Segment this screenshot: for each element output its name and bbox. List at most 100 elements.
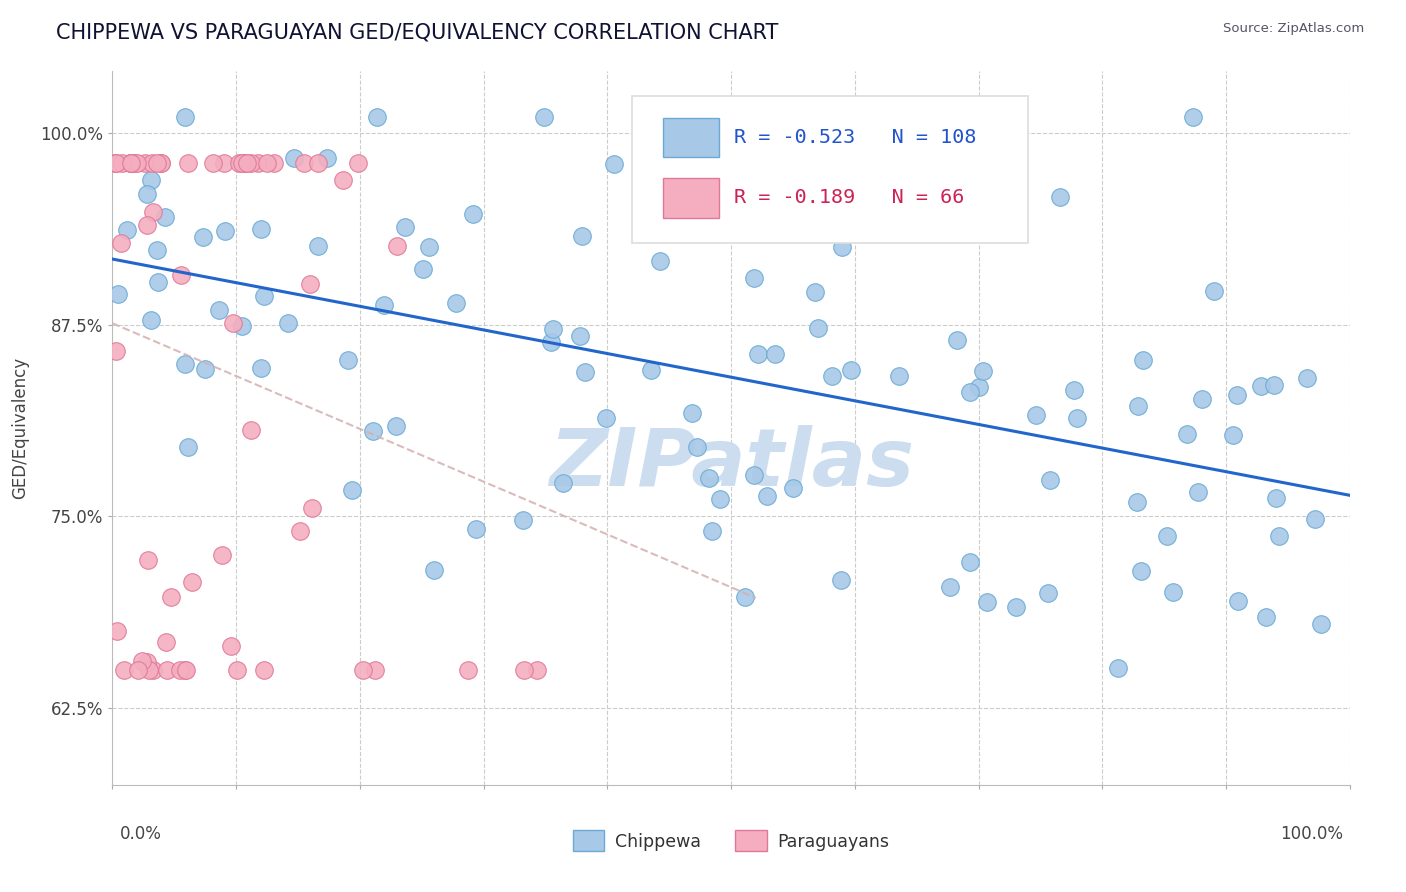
Point bbox=[292, 156, 315, 170]
Point bbox=[385, 239, 408, 253]
Point bbox=[461, 207, 484, 221]
Point bbox=[235, 156, 257, 170]
Point bbox=[742, 270, 765, 285]
Point bbox=[160, 590, 183, 604]
Point bbox=[212, 156, 235, 170]
Point bbox=[138, 663, 160, 677]
Point bbox=[134, 156, 156, 170]
Point bbox=[1226, 594, 1249, 608]
Point bbox=[1222, 428, 1244, 442]
Point bbox=[385, 418, 408, 433]
Point bbox=[464, 523, 486, 537]
Point bbox=[1310, 616, 1333, 631]
FancyBboxPatch shape bbox=[633, 96, 1028, 243]
Point bbox=[155, 635, 177, 649]
Point bbox=[236, 156, 259, 170]
Point bbox=[412, 262, 434, 277]
Point bbox=[533, 111, 555, 125]
Point bbox=[142, 663, 165, 677]
Point bbox=[1063, 383, 1085, 397]
Point bbox=[153, 210, 176, 224]
Text: ZIPatlas: ZIPatlas bbox=[548, 425, 914, 503]
Point bbox=[1191, 392, 1213, 407]
Point bbox=[173, 357, 195, 371]
Point bbox=[225, 663, 247, 677]
Point bbox=[104, 156, 127, 170]
Point bbox=[352, 663, 374, 677]
Point bbox=[1125, 495, 1147, 509]
Point bbox=[250, 360, 273, 375]
Point bbox=[1250, 378, 1272, 392]
Point bbox=[308, 239, 330, 253]
Point bbox=[298, 277, 321, 291]
Point bbox=[256, 156, 278, 170]
Point bbox=[115, 223, 138, 237]
Point bbox=[120, 156, 142, 170]
Point bbox=[173, 111, 195, 125]
Point bbox=[366, 111, 388, 125]
Point bbox=[146, 275, 169, 289]
Point bbox=[887, 368, 910, 383]
Point bbox=[253, 663, 276, 677]
Point bbox=[697, 471, 720, 485]
Point bbox=[394, 219, 416, 234]
Point bbox=[541, 322, 564, 336]
Point bbox=[841, 363, 863, 377]
Point bbox=[120, 156, 142, 170]
Point bbox=[127, 663, 149, 677]
Point bbox=[231, 318, 253, 333]
Point bbox=[418, 240, 440, 254]
Point bbox=[681, 406, 703, 420]
Point bbox=[551, 476, 574, 491]
Point bbox=[721, 121, 744, 136]
Point bbox=[959, 556, 981, 570]
Point bbox=[112, 663, 135, 677]
Point bbox=[603, 157, 626, 171]
Point bbox=[231, 156, 253, 170]
Point bbox=[214, 224, 236, 238]
Point bbox=[131, 655, 153, 669]
Point bbox=[169, 663, 191, 677]
Point bbox=[150, 156, 173, 170]
Point bbox=[648, 254, 671, 268]
Point bbox=[315, 151, 337, 165]
Point bbox=[568, 329, 591, 343]
Point bbox=[104, 156, 127, 170]
Point bbox=[1025, 409, 1047, 423]
Point bbox=[211, 548, 233, 562]
Text: R = -0.189   N = 66: R = -0.189 N = 66 bbox=[734, 188, 965, 207]
Point bbox=[180, 575, 202, 590]
Point bbox=[1263, 377, 1285, 392]
Legend: Chippewa, Paraguayans: Chippewa, Paraguayans bbox=[567, 823, 896, 858]
Point bbox=[747, 347, 769, 361]
Point bbox=[1175, 427, 1198, 442]
Point bbox=[512, 513, 534, 527]
Point bbox=[1182, 111, 1205, 125]
Point bbox=[637, 145, 659, 159]
Point bbox=[1038, 586, 1060, 600]
Point bbox=[967, 380, 990, 394]
Point bbox=[707, 215, 730, 229]
Point bbox=[1226, 388, 1249, 402]
Point bbox=[174, 663, 197, 677]
Point bbox=[939, 580, 962, 594]
Point bbox=[342, 483, 364, 498]
Point bbox=[288, 524, 311, 538]
Point bbox=[1126, 399, 1149, 413]
Point bbox=[336, 353, 359, 368]
Point bbox=[1132, 352, 1154, 367]
Point bbox=[139, 173, 162, 187]
Point bbox=[1049, 190, 1071, 204]
Point bbox=[1256, 610, 1278, 624]
Point bbox=[110, 236, 132, 251]
Bar bbox=[664, 118, 718, 157]
Point bbox=[222, 316, 245, 330]
Point bbox=[821, 368, 844, 383]
Point bbox=[194, 362, 217, 376]
Point bbox=[972, 364, 994, 378]
Point bbox=[125, 156, 148, 170]
Point bbox=[191, 230, 214, 244]
Point bbox=[1187, 485, 1209, 500]
Point bbox=[347, 156, 370, 170]
Point bbox=[540, 334, 562, 349]
